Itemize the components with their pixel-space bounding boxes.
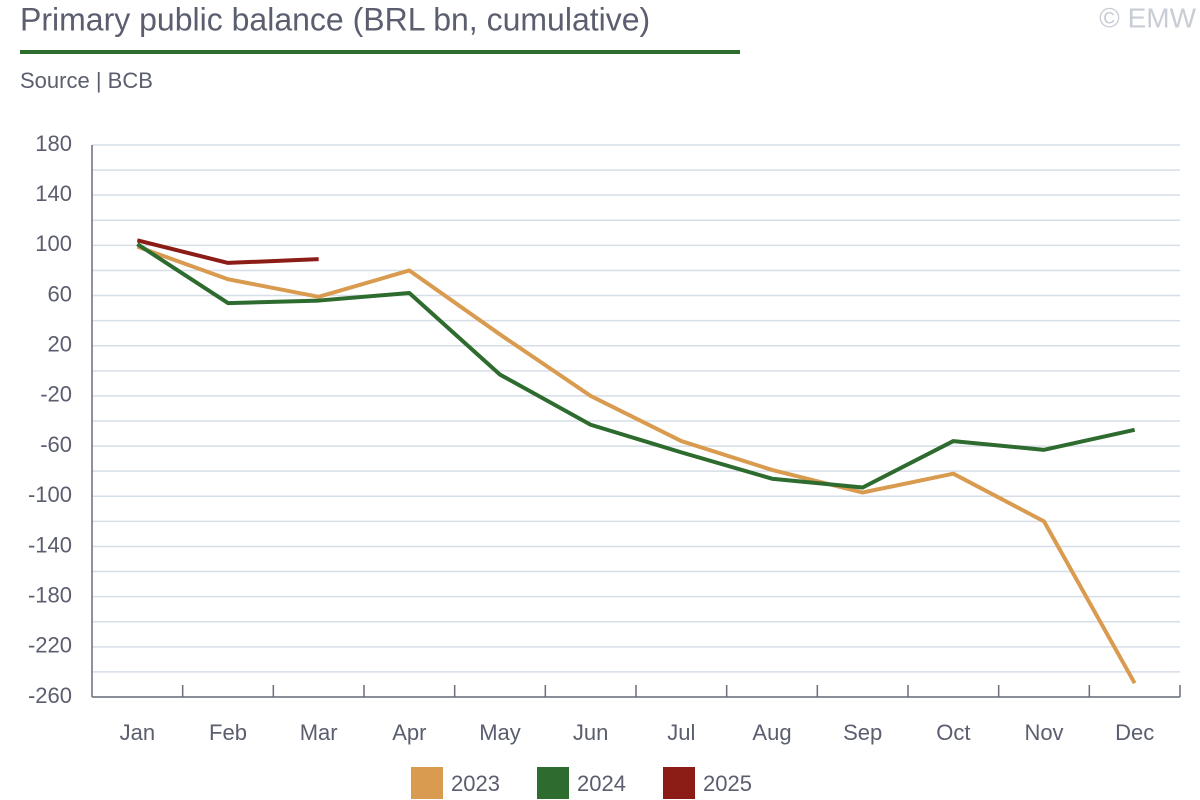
x-tick-label: Feb — [209, 720, 247, 745]
legend-label: 2023 — [451, 771, 500, 796]
x-tick-label: Mar — [300, 720, 338, 745]
x-tick-label: Dec — [1115, 720, 1154, 745]
legend-label: 2025 — [703, 771, 752, 796]
y-tick-label: 180 — [35, 131, 72, 156]
legend-swatch — [411, 767, 443, 799]
y-tick-label: 100 — [35, 231, 72, 256]
y-tick-label: -260 — [28, 683, 72, 708]
series-line — [136, 242, 1136, 490]
legend-swatch — [663, 767, 695, 799]
y-tick-label: 140 — [35, 181, 72, 206]
x-tick-label: Jan — [120, 720, 155, 745]
y-tick-label: -100 — [28, 482, 72, 507]
legend-label: 2024 — [577, 771, 626, 796]
x-tick-label: May — [479, 720, 521, 745]
y-tick-label: -20 — [40, 382, 72, 407]
subtitle: Source | BCB — [20, 68, 153, 93]
x-tick-label: Jul — [667, 720, 695, 745]
legend-swatch — [537, 767, 569, 799]
x-tick-label: Jun — [573, 720, 608, 745]
x-tick-label: Oct — [936, 720, 970, 745]
series-line — [136, 244, 1137, 685]
watermark: © EMW — [1099, 2, 1196, 33]
y-tick-label: 20 — [48, 332, 72, 357]
title-underline — [20, 50, 740, 54]
y-tick-label: -220 — [28, 633, 72, 658]
x-tick-label: Nov — [1024, 720, 1063, 745]
series-line — [136, 238, 319, 265]
y-tick-label: -60 — [40, 432, 72, 457]
y-tick-label: -140 — [28, 532, 72, 557]
x-tick-label: Sep — [843, 720, 882, 745]
x-tick-label: Aug — [752, 720, 791, 745]
chart-title: Primary public balance (BRL bn, cumulati… — [20, 1, 650, 37]
y-tick-label: -180 — [28, 582, 72, 607]
x-tick-label: Apr — [392, 720, 426, 745]
y-tick-label: 60 — [48, 281, 72, 306]
